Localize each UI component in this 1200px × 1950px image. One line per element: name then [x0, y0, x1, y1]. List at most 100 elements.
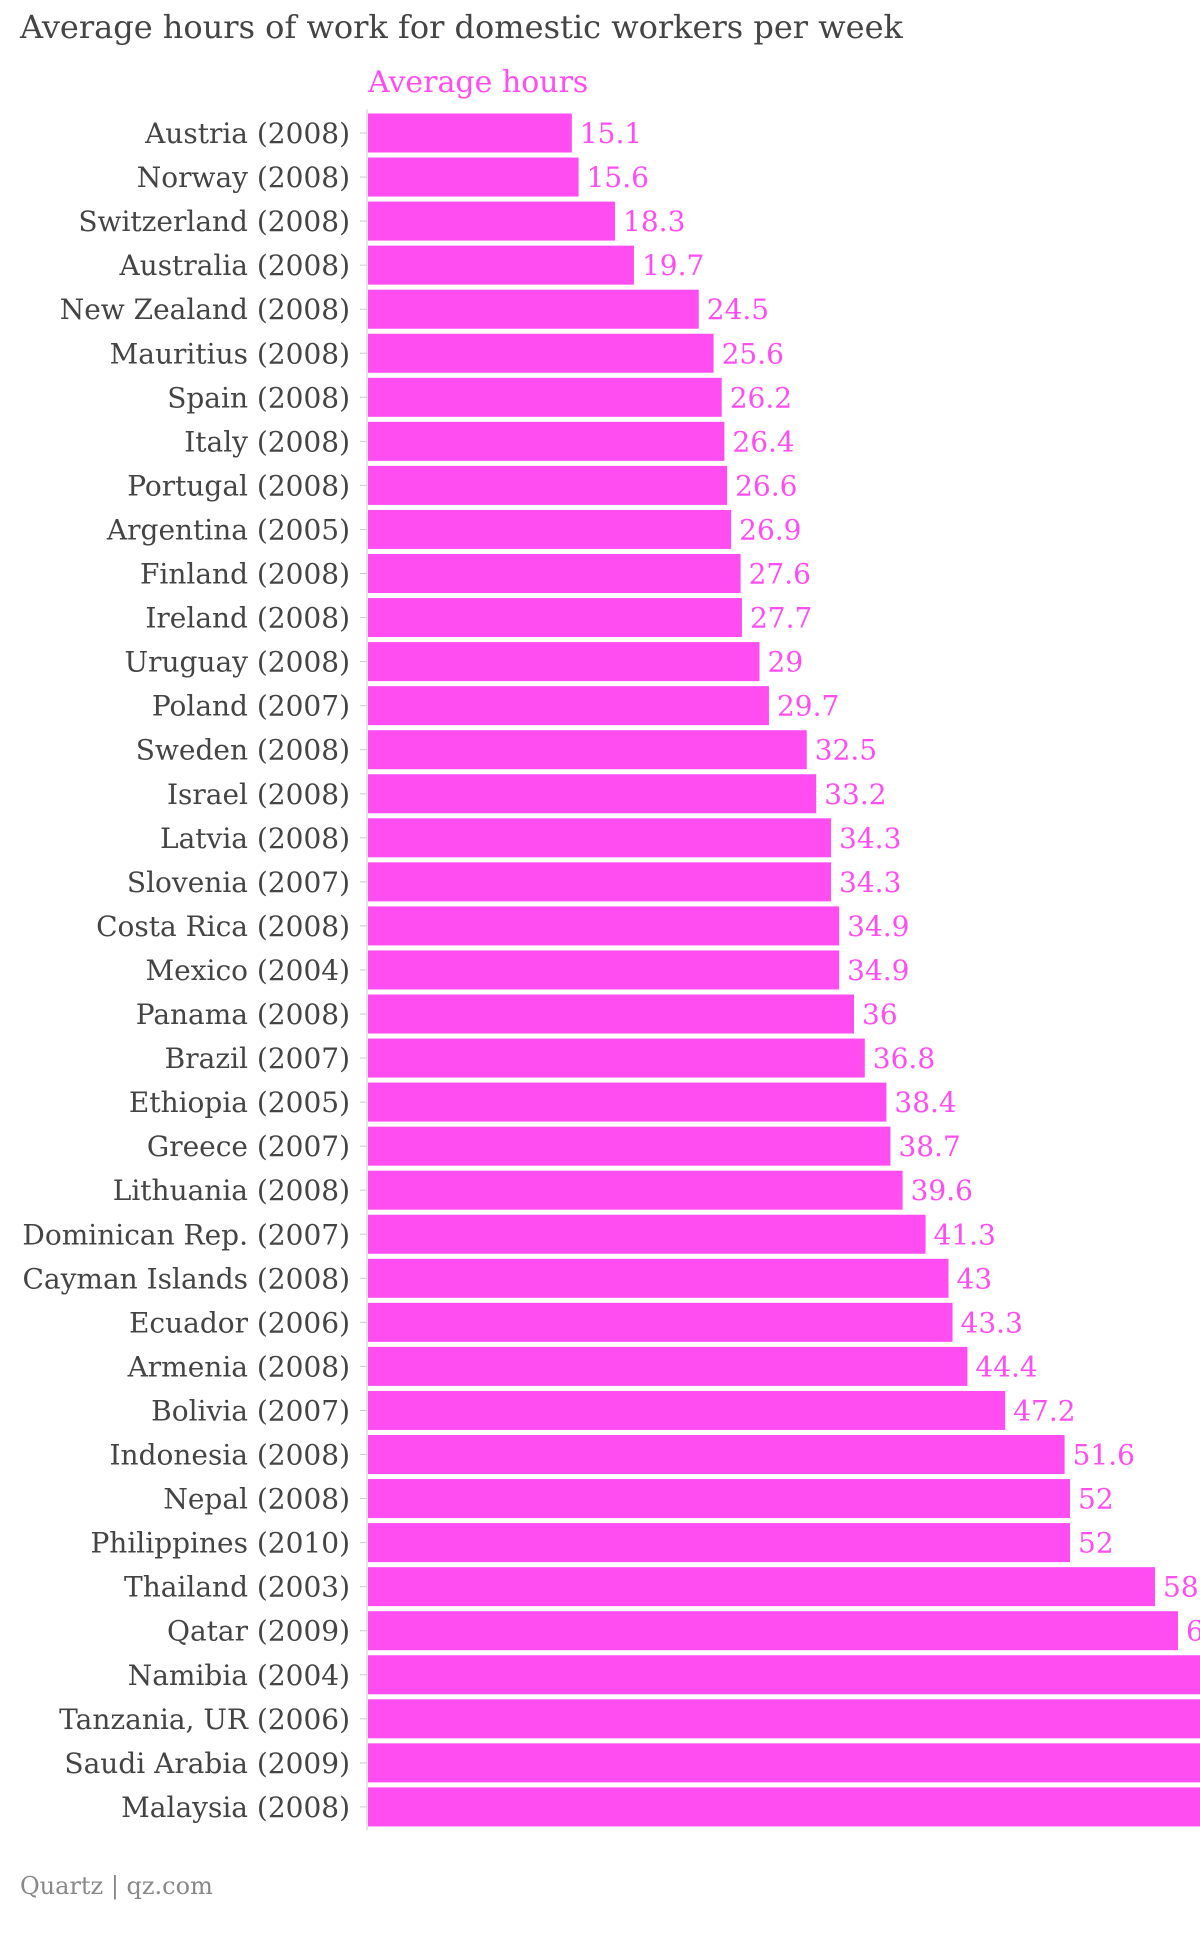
category-label: Costa Rica (2008) — [96, 910, 350, 943]
category-label: Ecuador (2006) — [129, 1306, 350, 1339]
bar — [368, 818, 832, 858]
category-label: Mexico (2004) — [145, 954, 350, 987]
value-label: 34.3 — [839, 822, 901, 855]
bar — [368, 509, 732, 549]
value-label: 27.7 — [750, 602, 812, 635]
value-label: 27.6 — [749, 558, 811, 591]
category-label: Uruguay (2008) — [125, 646, 351, 679]
bar — [368, 1346, 968, 1386]
value-label: 24.5 — [707, 293, 769, 326]
value-label: 43.3 — [961, 1306, 1023, 1339]
bar — [368, 1523, 1070, 1563]
value-label: 36.8 — [873, 1042, 935, 1075]
value-label: 41.3 — [934, 1218, 996, 1251]
value-label: 29.7 — [777, 690, 839, 723]
value-label: 36 — [862, 998, 898, 1031]
value-label: 39.6 — [911, 1174, 973, 1207]
bar — [368, 113, 572, 153]
category-label: Philippines (2010) — [90, 1527, 350, 1560]
category-label: Spain (2008) — [167, 381, 350, 414]
category-label: Tanzania, UR (2006) — [59, 1703, 350, 1736]
category-label: Sweden (2008) — [136, 734, 350, 767]
value-label: 52 — [1078, 1483, 1114, 1516]
value-label: 32.5 — [815, 734, 877, 767]
category-label: Armenia (2008) — [127, 1350, 350, 1383]
value-label: 60 — [1186, 1615, 1200, 1648]
value-label: 26.9 — [739, 513, 801, 546]
category-label: Namibia (2004) — [128, 1659, 350, 1692]
bar — [368, 333, 714, 373]
bar — [368, 598, 742, 638]
legend: Average hours — [367, 65, 588, 100]
bar — [368, 642, 760, 682]
value-label: 58.3 — [1163, 1571, 1200, 1604]
value-label: 26.6 — [735, 469, 797, 502]
bar — [368, 1699, 1200, 1739]
category-label: Cayman Islands (2008) — [22, 1262, 350, 1295]
category-label: Brazil (2007) — [165, 1042, 350, 1075]
value-label: 44.4 — [975, 1350, 1037, 1383]
category-label: Poland (2007) — [152, 690, 350, 723]
value-label: 43 — [957, 1262, 993, 1295]
chart-title: Average hours of work for domestic worke… — [20, 8, 903, 46]
bar — [368, 554, 741, 593]
legend-series-name: Average hours — [367, 65, 588, 100]
bar — [368, 1038, 865, 1078]
category-label: New Zealand (2008) — [60, 293, 350, 326]
value-label: 38.7 — [898, 1130, 960, 1163]
category-label: Finland (2008) — [140, 558, 350, 591]
category-label: Malaysia (2008) — [121, 1791, 350, 1824]
value-label: 33.2 — [824, 778, 886, 811]
value-label: 18.3 — [623, 205, 685, 238]
value-label: 34.9 — [847, 910, 909, 943]
bar — [368, 774, 817, 814]
bar — [368, 201, 616, 241]
value-label: 38.4 — [894, 1086, 956, 1119]
category-label: Bolivia (2007) — [151, 1394, 350, 1427]
category-label: Latvia (2008) — [160, 822, 350, 855]
category-label: Qatar (2009) — [167, 1615, 350, 1648]
bars — [368, 113, 1200, 1827]
bar — [368, 686, 769, 726]
bar — [368, 994, 854, 1034]
value-label: 51.6 — [1073, 1439, 1135, 1472]
category-label: Norway (2008) — [137, 161, 350, 194]
category-label: Australia (2008) — [118, 249, 350, 282]
value-label: 15.6 — [587, 161, 649, 194]
value-labels: 15.1 15.6 18.3 19.724.5 25.6 26.2 26.4 26.6 26.9… — [580, 117, 1200, 1648]
bar — [368, 1655, 1200, 1695]
bar — [368, 1258, 949, 1298]
source-credit: Quartz | qz.com — [20, 1872, 213, 1900]
bar — [368, 1743, 1200, 1783]
category-label: Nepal (2008) — [163, 1483, 350, 1516]
bar — [368, 377, 722, 417]
value-label: 19.7 — [642, 249, 704, 282]
category-label: Saudi Arabia (2009) — [64, 1747, 350, 1780]
bar — [368, 730, 807, 770]
bar — [368, 1170, 903, 1210]
bar — [368, 1787, 1200, 1827]
bar — [368, 157, 579, 197]
bar — [368, 421, 725, 461]
bar — [368, 465, 728, 505]
bar — [368, 289, 699, 329]
bar — [368, 1390, 1006, 1430]
category-label: Panama (2008) — [136, 998, 350, 1031]
value-label: 47.2 — [1013, 1394, 1075, 1427]
category-label: Ireland (2008) — [145, 602, 350, 635]
bar — [368, 1302, 953, 1342]
category-label: Austria (2008) — [144, 117, 350, 150]
category-label: Italy (2008) — [184, 425, 350, 458]
category-label: Israel (2008) — [167, 778, 350, 811]
bar — [368, 1435, 1065, 1474]
value-label: 29 — [768, 646, 804, 679]
category-label: Dominican Rep. (2007) — [22, 1218, 350, 1251]
value-label: 26.2 — [730, 381, 792, 414]
value-label: 25.6 — [722, 337, 784, 370]
category-label: Slovenia (2007) — [127, 866, 350, 899]
value-label: 15.1 — [580, 117, 642, 150]
bar — [368, 1479, 1070, 1519]
category-label: Mauritius (2008) — [110, 337, 350, 370]
value-label: 34.9 — [847, 954, 909, 987]
